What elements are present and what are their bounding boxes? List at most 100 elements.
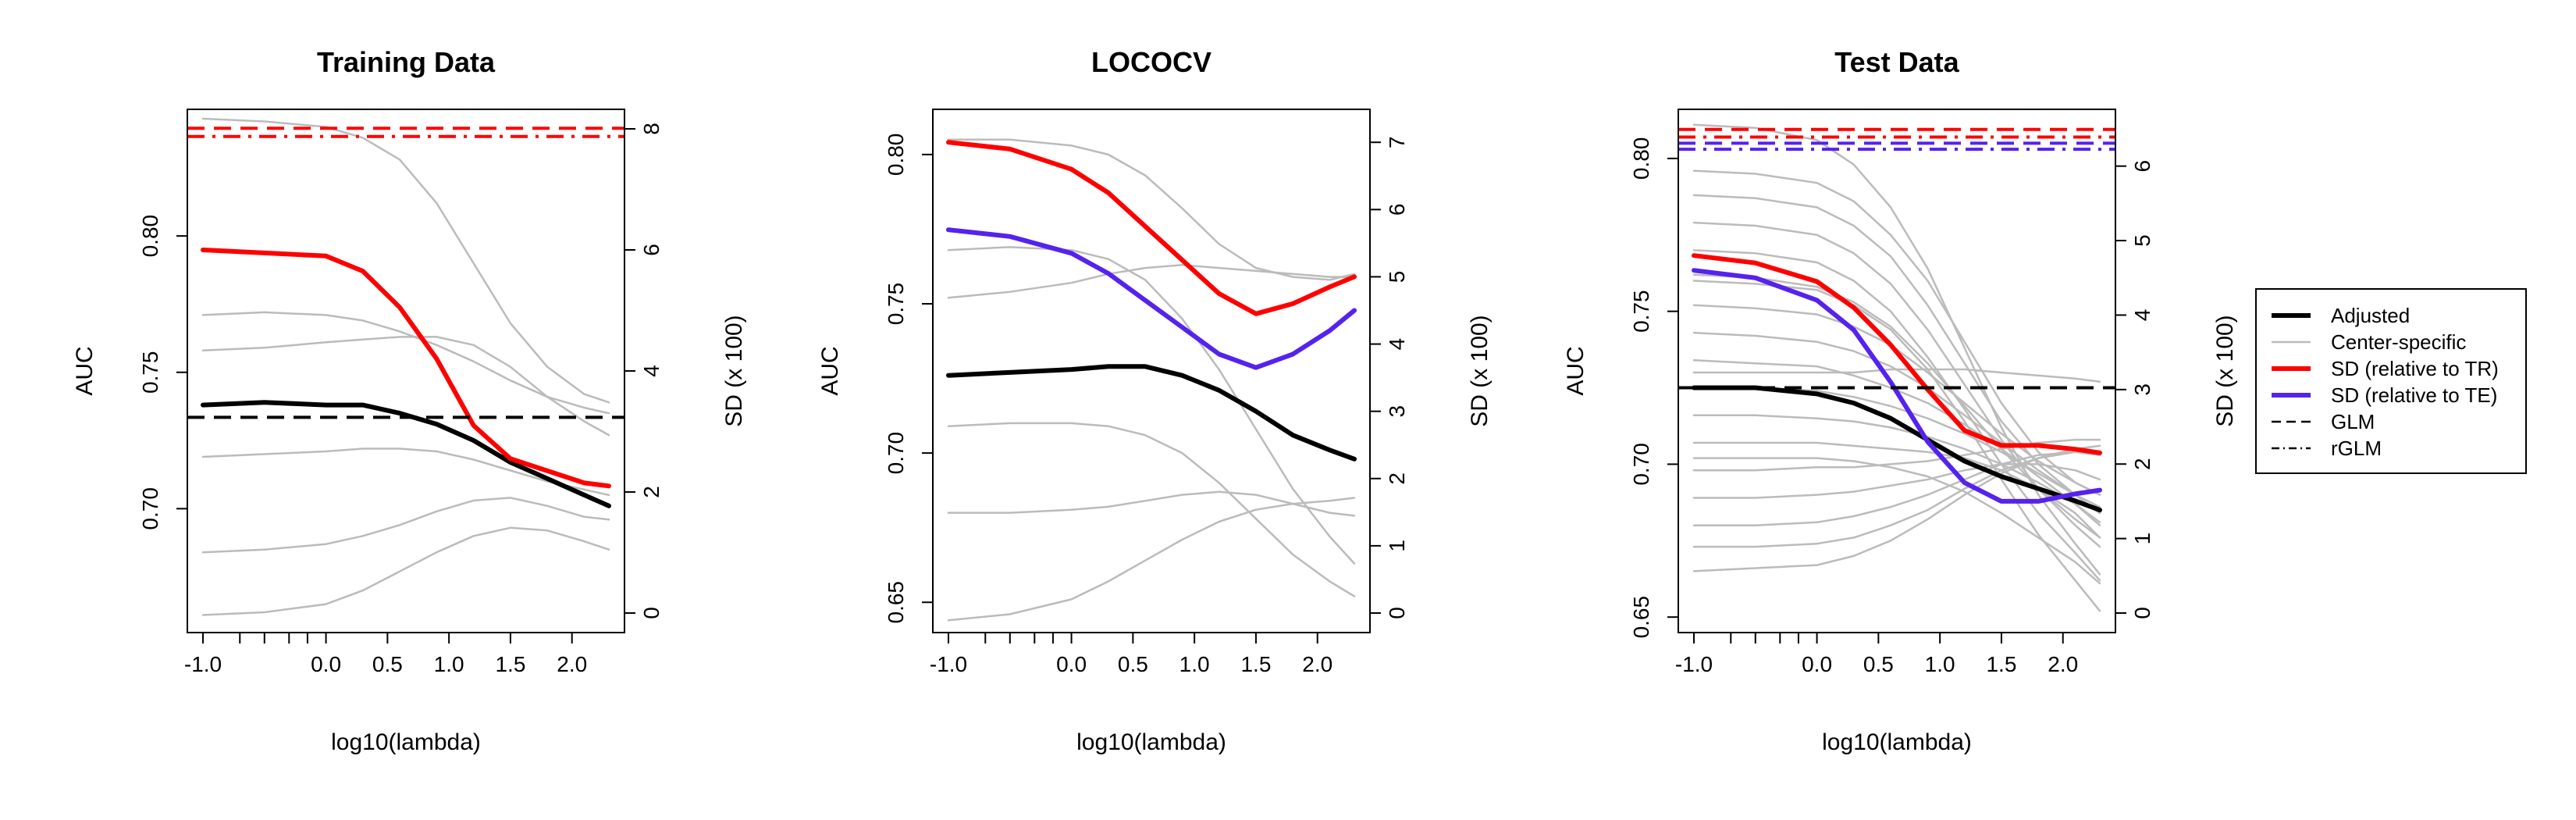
y-tick-label: 0.65 xyxy=(1629,596,1653,639)
y2-tick-label: 0 xyxy=(639,607,664,619)
center-specific-line xyxy=(1692,194,2101,508)
y-tick-label: 0.70 xyxy=(138,487,162,530)
x-tick-label: 2.0 xyxy=(2048,652,2078,676)
legend-label: Center-specific xyxy=(2331,330,2466,354)
plot-area xyxy=(188,117,624,616)
x-tick-label: 0.0 xyxy=(1802,652,1832,676)
x-tick-label: 0.0 xyxy=(311,652,341,676)
center-specific-line xyxy=(1692,463,2101,499)
legend-label: SD (relative to TE) xyxy=(2331,383,2497,407)
center-specific-line xyxy=(1692,451,2101,548)
y2-tick-label: 5 xyxy=(1385,271,1409,283)
x-tick-label: 1.0 xyxy=(1925,652,1955,676)
legend-label: rGLM xyxy=(2331,437,2382,460)
center-specific-line xyxy=(1692,249,2101,582)
y-tick-label: 0.80 xyxy=(1629,137,1653,180)
y2-tick-label: 7 xyxy=(1385,136,1409,148)
x-tick-label: 1.5 xyxy=(1986,652,2016,676)
x-tick-label: 1.0 xyxy=(1179,652,1210,676)
y2-tick-label: 3 xyxy=(1385,405,1409,418)
adjusted-line xyxy=(946,364,1357,462)
y-tick-label: 0.75 xyxy=(1629,290,1653,333)
legend-box xyxy=(2255,288,2527,474)
x-axis-label: log10(lambda) xyxy=(331,729,481,755)
y2-tick-label: 4 xyxy=(1385,338,1409,351)
plot-area xyxy=(1679,123,2115,612)
y2-tick-label: 4 xyxy=(639,365,664,377)
chart-title: LOCOCV xyxy=(1091,46,1212,78)
sd-te-line xyxy=(1692,268,2102,504)
x-tick-label: -1.0 xyxy=(930,652,967,676)
y2-tick-label: 0 xyxy=(1385,607,1409,619)
center-specific-line xyxy=(201,526,610,616)
y-tick-label: 0.75 xyxy=(884,283,908,326)
y2-tick-label: 4 xyxy=(2130,309,2154,322)
center-specific-line xyxy=(201,311,610,415)
center-specific-line xyxy=(201,497,610,554)
adjusted-line xyxy=(201,400,611,508)
center-specific-line xyxy=(947,264,1356,299)
y2-tick-label: 6 xyxy=(639,244,664,256)
x-tick-label: 0.5 xyxy=(372,652,403,676)
y-axis-label: AUC xyxy=(1563,346,1589,395)
y-tick-label: 0.80 xyxy=(138,215,162,258)
plot-frame xyxy=(932,109,1371,633)
y2-tick-label: 1 xyxy=(1385,540,1409,552)
x-tick-label: 1.5 xyxy=(1240,652,1271,676)
center-specific-line xyxy=(1692,368,2101,383)
y2-tick-label: 5 xyxy=(2130,234,2154,247)
center-specific-line xyxy=(947,490,1356,517)
x-tick-label: -1.0 xyxy=(1675,652,1713,676)
y2-axis-label: SD (x 100) xyxy=(2212,315,2238,426)
chart-title: Training Data xyxy=(317,46,496,78)
y-tick-label: 0.75 xyxy=(138,351,162,394)
x-tick-label: 0.0 xyxy=(1056,652,1087,676)
x-axis-label: log10(lambda) xyxy=(1822,729,1972,755)
y2-tick-label: 1 xyxy=(2130,533,2154,545)
center-specific-line xyxy=(1692,414,2101,524)
y2-tick-label: 0 xyxy=(2130,607,2154,619)
center-specific-line xyxy=(1692,304,2101,496)
y2-tick-label: 2 xyxy=(2130,458,2154,470)
y-axis-label: AUC xyxy=(817,346,843,395)
center-specific-line xyxy=(947,138,1356,281)
legend-label: SD (relative to TR) xyxy=(2331,357,2499,380)
center-specific-line xyxy=(947,422,1356,597)
plot-frame xyxy=(1678,109,2116,633)
center-specific-line xyxy=(201,117,610,404)
y2-axis-label: SD (x 100) xyxy=(721,315,747,426)
x-tick-label: 0.5 xyxy=(1118,652,1148,676)
center-specific-line xyxy=(1692,444,2101,572)
y-axis-label: AUC xyxy=(72,346,98,395)
plot-frame xyxy=(187,109,625,633)
y2-tick-label: 2 xyxy=(1385,472,1409,485)
y-tick-label: 0.70 xyxy=(1629,443,1653,486)
y-tick-label: 0.80 xyxy=(884,134,908,176)
x-tick-label: -1.0 xyxy=(184,652,222,676)
x-tick-label: 1.5 xyxy=(495,652,525,676)
y2-axis-label: SD (x 100) xyxy=(1467,315,1493,426)
y-tick-label: 0.70 xyxy=(884,432,908,475)
center-specific-line xyxy=(201,336,610,437)
sd-te-line xyxy=(946,227,1357,370)
y2-tick-label: 3 xyxy=(2130,383,2154,396)
center-specific-line xyxy=(947,246,1356,565)
plot-area xyxy=(946,138,1357,622)
x-axis-label: log10(lambda) xyxy=(1076,729,1226,755)
y2-tick-label: 2 xyxy=(639,486,664,498)
y2-tick-label: 8 xyxy=(639,123,664,135)
y-tick-label: 0.65 xyxy=(884,581,908,624)
legend-label: GLM xyxy=(2331,410,2375,433)
chart-title: Test Data xyxy=(1834,46,1959,78)
y2-tick-label: 6 xyxy=(2130,160,2154,173)
x-tick-label: 2.0 xyxy=(557,652,587,676)
y2-tick-label: 6 xyxy=(1385,204,1409,216)
center-specific-line xyxy=(1692,169,2101,496)
sd-tr-line xyxy=(946,140,1357,316)
center-specific-line xyxy=(947,497,1356,622)
center-specific-line xyxy=(1692,438,2101,472)
center-specific-line xyxy=(1692,359,2101,526)
center-specific-line xyxy=(1692,457,2101,585)
x-tick-label: 0.5 xyxy=(1863,652,1894,676)
